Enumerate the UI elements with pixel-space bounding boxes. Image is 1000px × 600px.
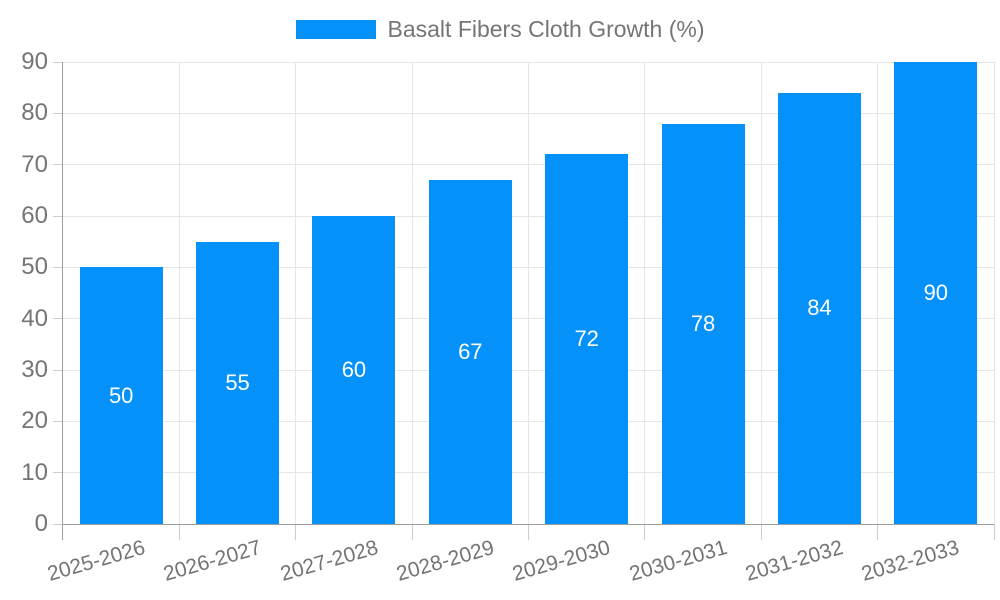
bar[interactable] (312, 216, 396, 524)
y-axis-tick (53, 318, 63, 320)
y-axis-tick (53, 61, 63, 63)
bar-value-label: 67 (458, 339, 483, 365)
x-tick-label: 2030-2031 (626, 536, 730, 586)
gridline-vertical (877, 62, 879, 524)
y-axis-tick (53, 266, 63, 268)
y-tick-label: 80 (21, 99, 48, 127)
bar[interactable] (428, 180, 512, 524)
y-tick-label: 20 (21, 407, 48, 435)
legend-swatch (295, 19, 376, 39)
y-tick-label: 10 (21, 458, 48, 486)
gridline-vertical (760, 62, 762, 524)
bar[interactable] (777, 92, 861, 524)
x-axis-tick (178, 524, 180, 540)
bar-value-label: 50 (108, 382, 134, 408)
gridline-vertical (644, 62, 646, 524)
y-tick-label: 30 (21, 356, 48, 383)
bar-value-label: 78 (690, 310, 716, 336)
bar-value-label: 90 (923, 280, 949, 305)
x-tick-label: 2029-2030 (510, 536, 614, 586)
legend[interactable]: Basalt Fibers Cloth Growth (%) (0, 12, 1000, 46)
y-axis-tick (53, 112, 63, 114)
y-axis-line (62, 62, 63, 540)
legend-label: Basalt Fibers Cloth Growth (%) (387, 15, 705, 42)
gridline-vertical (528, 62, 529, 524)
x-axis-tick (528, 524, 529, 540)
bar[interactable] (196, 241, 280, 524)
y-axis-tick (53, 369, 63, 371)
bar-value-label: 84 (807, 295, 832, 321)
x-axis-tick (877, 524, 879, 540)
x-tick-label: 2031-2032 (742, 536, 846, 586)
x-axis-tick (993, 524, 995, 540)
bar[interactable] (545, 154, 629, 524)
x-tick-label: 2025-2026 (44, 536, 148, 586)
y-axis-tick (53, 164, 63, 166)
bar-value-label: 55 (225, 369, 250, 395)
y-axis-tick (53, 215, 63, 217)
bar-value-label: 60 (341, 357, 367, 382)
y-tick-label: 90 (21, 48, 48, 75)
y-axis-tick (53, 420, 63, 422)
y-tick-label: 50 (21, 253, 48, 281)
x-axis-tick (411, 524, 413, 540)
y-tick-label: 60 (21, 202, 48, 229)
gridline-vertical (411, 62, 413, 524)
x-axis-tick (644, 524, 646, 540)
x-axis-tick (295, 524, 297, 540)
bar[interactable] (79, 267, 163, 524)
y-tick-label: 70 (21, 150, 48, 178)
y-axis-tick (53, 523, 63, 525)
gridline-vertical (178, 62, 180, 524)
x-tick-label: 2032-2033 (859, 536, 963, 586)
bar[interactable] (894, 62, 978, 524)
x-tick-label: 2028-2029 (393, 536, 497, 586)
y-axis-tick (53, 472, 63, 474)
x-axis-line (63, 524, 994, 525)
y-tick-label: 40 (21, 304, 48, 332)
y-tick-label: 0 (34, 510, 48, 537)
x-tick-label: 2026-2027 (161, 536, 264, 586)
gridline-vertical (295, 62, 297, 524)
x-tick-label: 2027-2028 (277, 536, 381, 586)
bar[interactable] (661, 123, 745, 524)
x-axis-tick (760, 524, 762, 540)
gridline-vertical (993, 62, 995, 524)
bar-value-label: 72 (574, 326, 599, 352)
